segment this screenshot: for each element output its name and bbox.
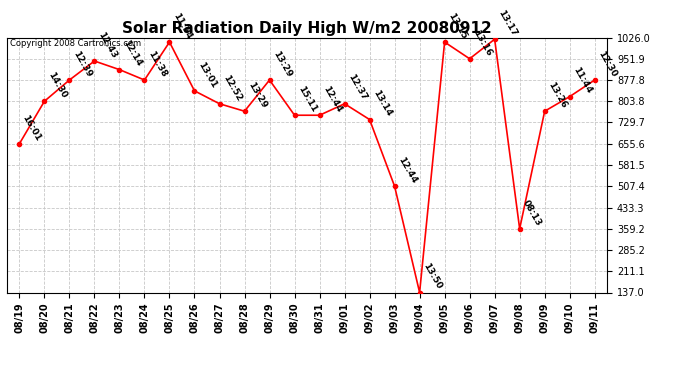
Text: 15:11: 15:11 [296,84,318,114]
Text: 13:26: 13:26 [546,81,568,110]
Text: 12:30: 12:30 [596,50,618,79]
Text: 11:54: 11:54 [171,11,193,41]
Text: 11:38: 11:38 [146,50,168,79]
Text: 12:52: 12:52 [221,73,243,102]
Text: 13:50: 13:50 [421,262,443,291]
Text: 12:44: 12:44 [321,84,343,114]
Text: 12:14: 12:14 [121,39,143,68]
Text: 13:16: 13:16 [471,28,493,57]
Text: 12:37: 12:37 [346,73,368,102]
Text: 16:01: 16:01 [21,113,43,142]
Text: 12:39: 12:39 [71,49,93,79]
Text: 13:29: 13:29 [246,80,268,110]
Title: Solar Radiation Daily High W/m2 20080912: Solar Radiation Daily High W/m2 20080912 [122,21,492,36]
Text: 11:44: 11:44 [571,66,593,95]
Text: Copyright 2008 Cartronics.com: Copyright 2008 Cartronics.com [10,39,141,48]
Text: 13:15: 13:15 [446,11,468,41]
Text: 12:43: 12:43 [96,30,118,60]
Text: 13:14: 13:14 [371,89,393,118]
Text: 13:17: 13:17 [496,8,518,38]
Text: 08:13: 08:13 [521,198,543,227]
Text: 14:30: 14:30 [46,70,68,100]
Text: 13:01: 13:01 [196,60,218,90]
Text: 13:29: 13:29 [271,49,293,79]
Text: 12:44: 12:44 [396,155,418,185]
